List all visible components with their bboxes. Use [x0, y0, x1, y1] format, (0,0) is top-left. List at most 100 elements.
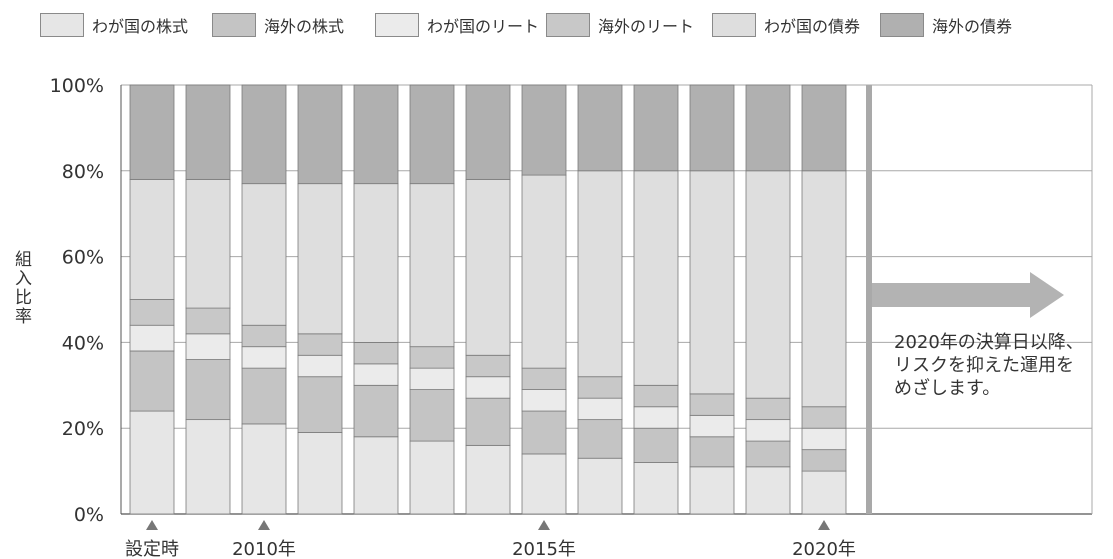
bar-segment [689, 84, 735, 172]
legend-item: わが国の債券 [712, 12, 860, 38]
bar-segment [633, 170, 679, 386]
legend-item: わが国の株式 [40, 12, 188, 38]
bar-segment [297, 376, 343, 433]
bar-segment [577, 376, 623, 399]
bar-segment [129, 299, 175, 326]
bar-segment [409, 84, 455, 185]
bar-segment [689, 466, 735, 515]
bar-segment [409, 183, 455, 348]
bar-segment [801, 406, 847, 429]
legend-swatch [375, 13, 419, 37]
bar-segment [577, 170, 623, 378]
legend-label: わが国のリート [427, 17, 540, 36]
bar-segment [241, 183, 287, 326]
bar-segment [465, 84, 511, 180]
bar-segment [521, 174, 567, 369]
annotation-line-3: めざします。 [894, 378, 1001, 399]
bar-segment [129, 84, 175, 180]
x-marker-triangle [538, 520, 550, 530]
bar-segment [801, 470, 847, 515]
bar-segment [633, 462, 679, 515]
bar-segment [689, 393, 735, 416]
bar-segment [577, 457, 623, 515]
bar-segment [689, 170, 735, 395]
bar-segment [801, 84, 847, 172]
bar-segment [241, 423, 287, 515]
bar-segment [465, 397, 511, 446]
bar-segment [633, 84, 679, 172]
annotation-text: 2020年の決算日以降、 リスクを抑えた運用を めざします。 [894, 331, 1084, 400]
bar-segment [465, 444, 511, 515]
bar-segment [185, 333, 231, 360]
bar-segment [353, 363, 399, 386]
y-tick-label: 60% [62, 247, 104, 269]
legend-swatch [880, 13, 924, 37]
legend-item: 海外のリート [546, 12, 694, 38]
legend-swatch [546, 13, 590, 37]
bar-segment [801, 427, 847, 451]
bar-segment [409, 389, 455, 442]
bar-segment [353, 84, 399, 185]
bar-segment [409, 367, 455, 390]
bar-segment [521, 453, 567, 515]
legend-label: 海外の債券 [932, 17, 1013, 36]
separator-bar [866, 85, 872, 514]
legend-swatch [712, 13, 756, 37]
bar-segment [745, 397, 791, 421]
y-tick-label: 0% [74, 504, 104, 526]
bar-segment [129, 324, 175, 352]
y-tick-label: 20% [62, 418, 104, 440]
bar-segment [185, 307, 231, 335]
bar-segment [241, 324, 287, 348]
legend-item: 海外の株式 [212, 12, 344, 38]
bar-segment [409, 440, 455, 515]
y-axis-label: 組入比率 [11, 250, 31, 326]
bar-segment [129, 410, 175, 515]
bar-segment [241, 367, 287, 425]
x-marker-label: 設定時 [125, 539, 179, 559]
bar-segment [409, 346, 455, 369]
bar-segment [353, 436, 399, 515]
legend-label: わが国の債券 [764, 17, 861, 36]
bar-segment [297, 183, 343, 335]
legend-label: わが国の株式 [92, 17, 189, 36]
bar-segment [577, 84, 623, 172]
y-tick-label: 40% [62, 332, 104, 354]
bar-segment [745, 440, 791, 468]
bar-segment [297, 84, 343, 185]
bar-segment [241, 84, 287, 185]
bar-segment [745, 466, 791, 515]
bar-segment [577, 419, 623, 459]
bar-segment [185, 419, 231, 515]
bar-segment [521, 367, 567, 390]
bar-segment [297, 354, 343, 378]
bar-segment [633, 406, 679, 429]
x-marker-label: 2020年 [792, 539, 856, 559]
bar-segment [465, 376, 511, 399]
bar-segment [633, 384, 679, 408]
bar-segment [129, 178, 175, 300]
y-tick-label: 100% [50, 75, 104, 97]
bar-segment [801, 170, 847, 408]
bar-segment [185, 178, 231, 309]
bar-segment [521, 410, 567, 455]
bar-segment [745, 84, 791, 172]
bar-segment [353, 183, 399, 343]
bar-segment [185, 359, 231, 421]
legend-swatch [212, 13, 256, 37]
x-marker-label: 2010年 [232, 539, 296, 559]
bar-segment [465, 178, 511, 356]
x-marker-triangle [258, 520, 270, 530]
bar-segment [353, 341, 399, 365]
bar-segment [521, 389, 567, 412]
legend-item: わが国のリート [375, 12, 539, 38]
bar-segment [745, 419, 791, 442]
x-marker-triangle [146, 520, 158, 530]
bar-segment [297, 333, 343, 356]
bar-segment [521, 84, 567, 176]
bar-segment [297, 432, 343, 515]
bar-segment [353, 384, 399, 438]
bar-segment [185, 84, 231, 180]
bar-segment [465, 354, 511, 378]
